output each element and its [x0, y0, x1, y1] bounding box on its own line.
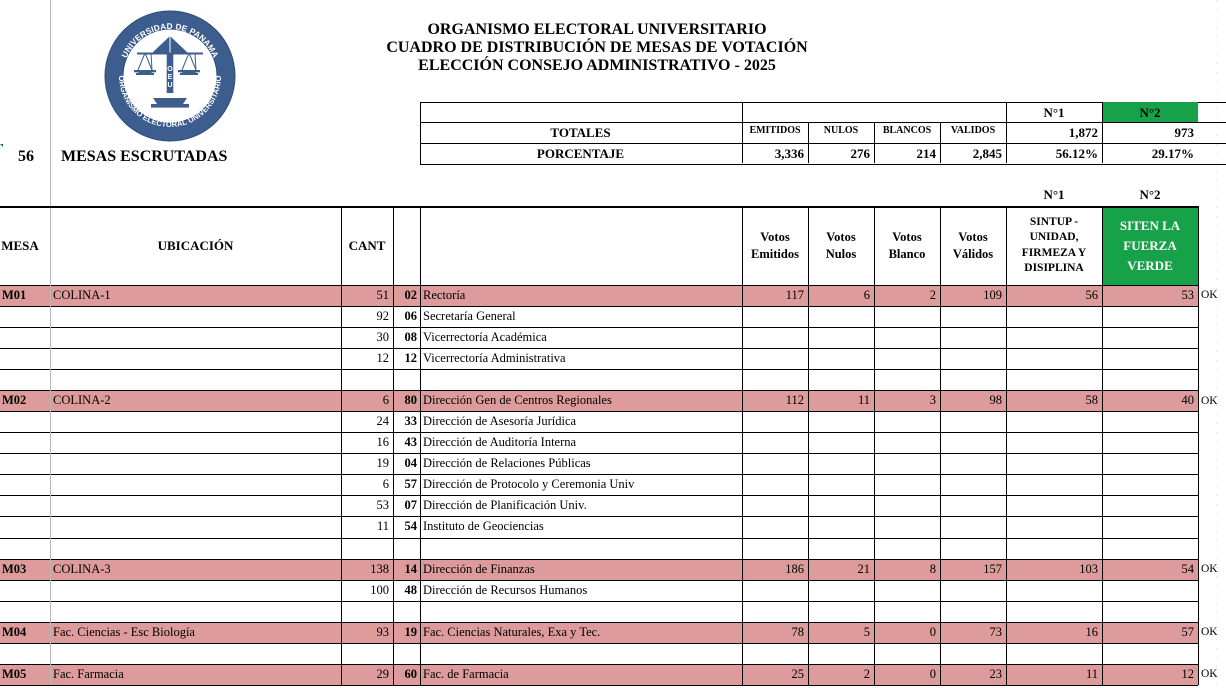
- svg-text:E: E: [168, 74, 173, 81]
- svg-text:O: O: [167, 66, 173, 73]
- svg-text:U: U: [167, 82, 172, 89]
